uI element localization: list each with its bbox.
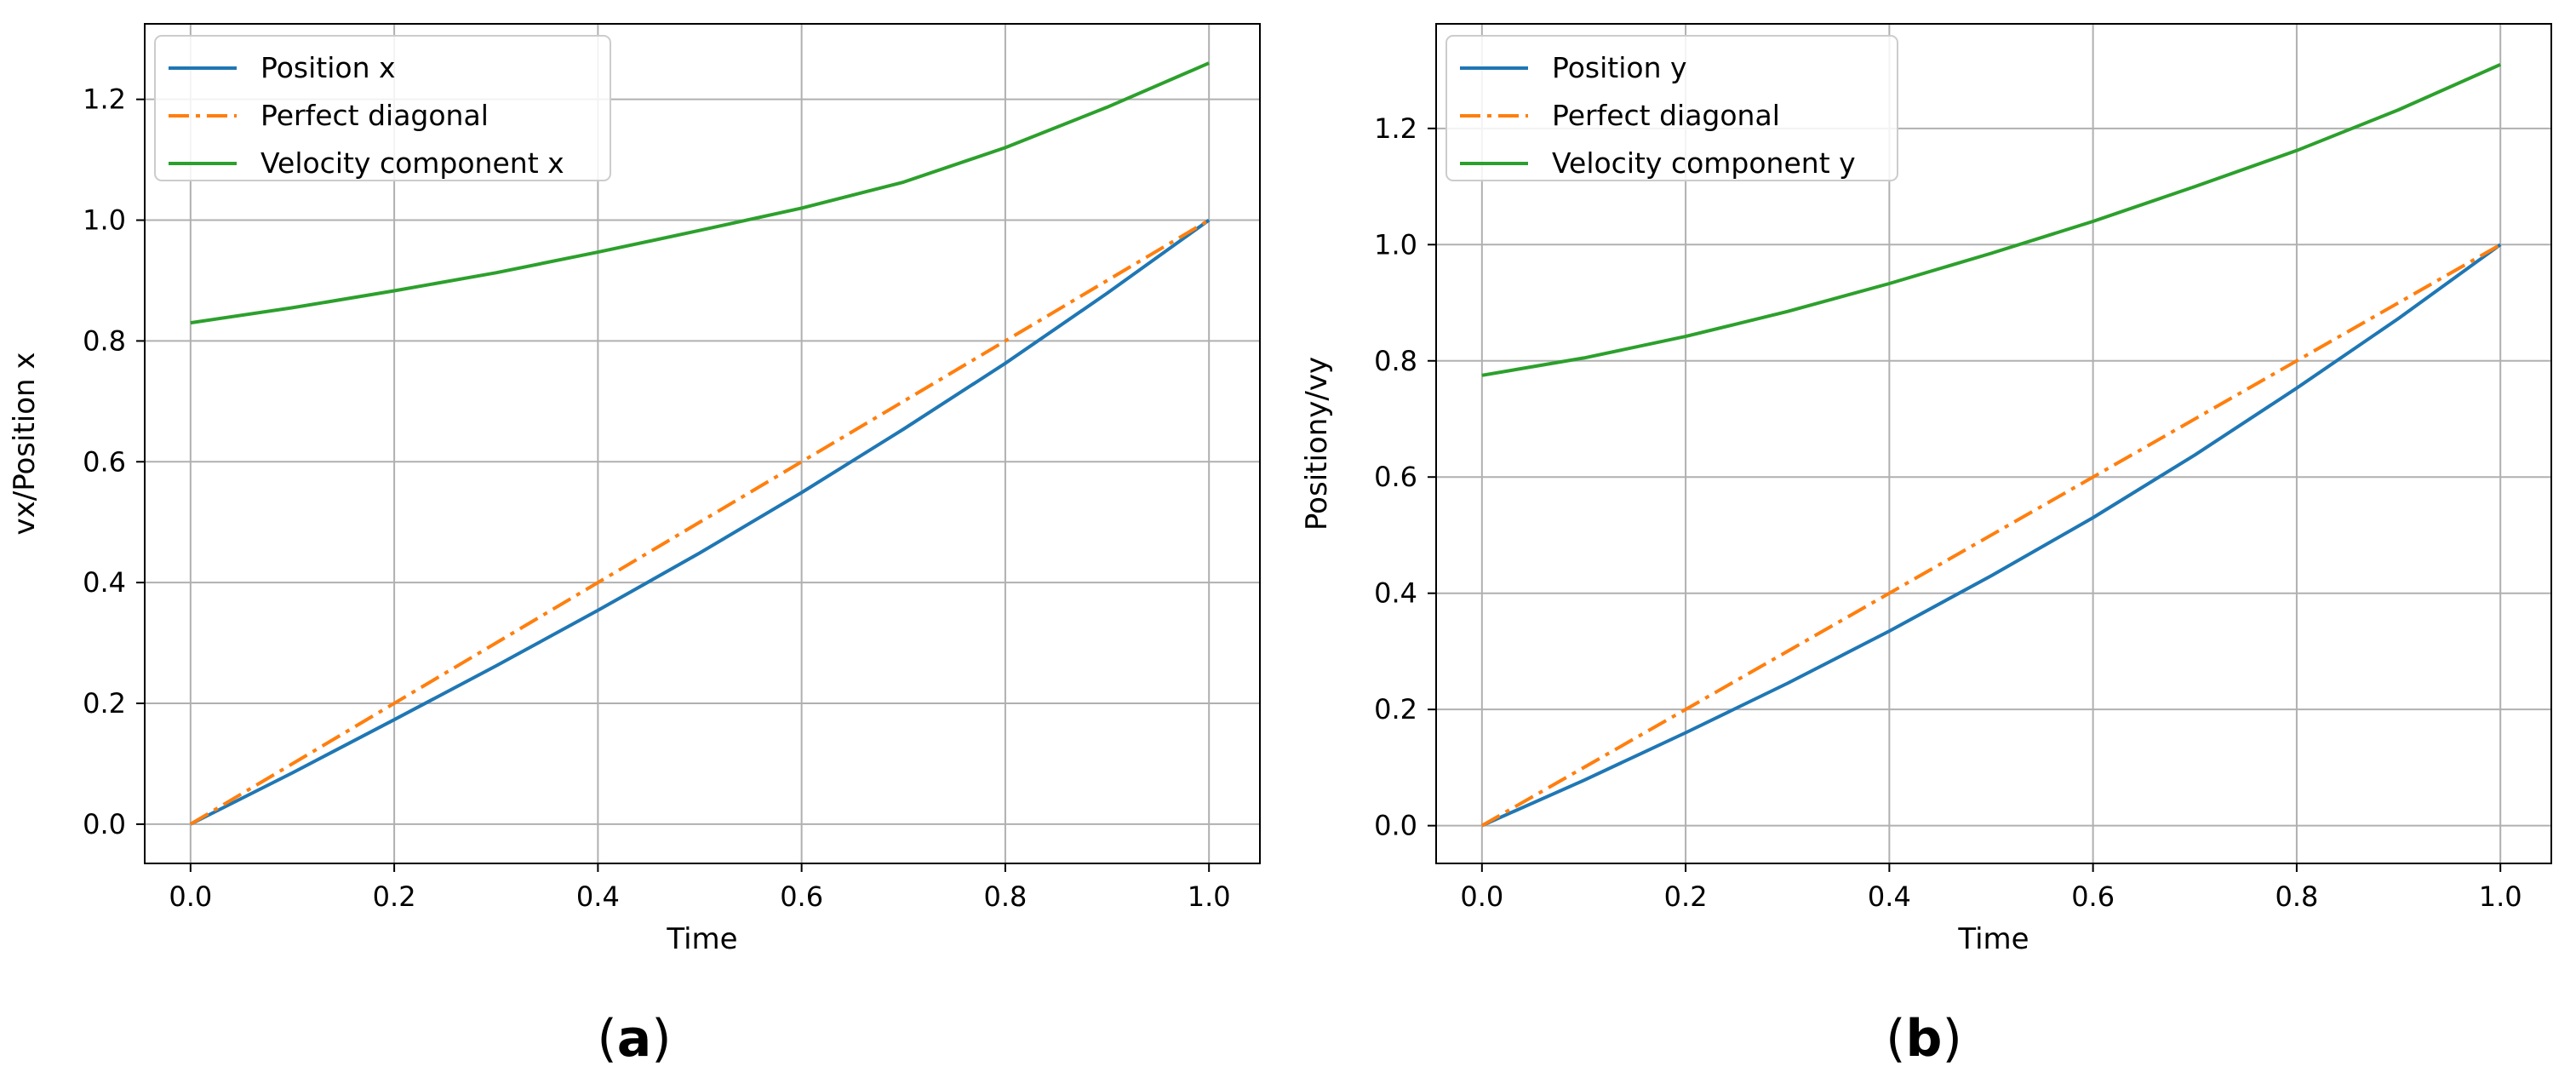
series-line-perfect-diagonal [1480, 243, 2502, 828]
legend-label: Velocity component x [260, 146, 564, 180]
x-tick-label: 0.6 [780, 880, 823, 913]
chart-panel-a: 0.0 0.2 0.4 0.6 0.8 1.0 0.0 0.2 0.4 0.6 0.8 1.0 1.2 T… [8, 23, 1261, 1069]
y-tick-label: 0.2 [1374, 693, 1417, 725]
caption-paren-close: ) [1942, 1009, 1961, 1069]
legend-box [154, 35, 611, 181]
y-tick-label: 0.4 [83, 566, 126, 599]
legend-label: Position y [1552, 51, 1687, 84]
legend-label: Position x [260, 51, 396, 84]
series-line-perfect-diagonal [189, 218, 1211, 826]
legend-label: Velocity component y [1552, 146, 1856, 180]
x-tick-label: 0.2 [1664, 880, 1708, 913]
x-tick-label: 0.6 [2071, 880, 2115, 913]
legend-box [1445, 35, 1898, 181]
y-axis-label: Positiony/vy [1300, 357, 1334, 530]
x-axis-label: Time [666, 922, 737, 956]
y-tick-label: 1.0 [1374, 228, 1417, 261]
series-line-position-x [189, 218, 1211, 826]
chart-panel-b: 0.0 0.2 0.4 0.6 0.8 1.0 0.0 0.2 0.4 0.6 0.8 1.0 1.2 T… [1300, 23, 2552, 1069]
caption-paren-close: ) [651, 1009, 671, 1069]
x-tick-label: 0.4 [576, 880, 620, 913]
y-axis-label: vx/Position x [8, 352, 42, 535]
x-tick-label: 0.8 [2275, 880, 2318, 913]
panel-caption: (b) [1886, 1009, 1962, 1069]
x-tick-label: 0.0 [1460, 880, 1503, 913]
y-tick-label: 0.8 [1374, 345, 1417, 377]
y-tick-label: 1.2 [83, 83, 126, 116]
x-tick-label: 1.0 [1188, 880, 1231, 913]
x-tick-label: 0.4 [1868, 880, 1911, 913]
x-tick-label: 0.0 [169, 880, 212, 913]
y-tick-label: 0.2 [83, 687, 126, 720]
caption-paren-open: ( [1886, 1009, 1905, 1069]
caption-letter: a [617, 1009, 652, 1069]
series-line-position-y [1480, 243, 2502, 828]
x-tick-label: 0.8 [983, 880, 1027, 913]
caption-letter: b [1906, 1009, 1943, 1069]
x-tick-label: 1.0 [2479, 880, 2522, 913]
y-tick-label: 0.6 [1374, 461, 1417, 493]
y-tick-label: 1.2 [1374, 112, 1417, 145]
axes-frame [1435, 23, 2552, 864]
y-tick-label: 0.4 [1374, 577, 1417, 610]
y-tick-label: 0.0 [83, 808, 126, 840]
y-tick-label: 0.8 [83, 324, 126, 357]
legend: Position y Perfect diagonal Velocity compo… [1445, 35, 1898, 181]
legend: Position x Perfect diagonal Velocity compo… [154, 35, 611, 181]
y-tick-label: 0.0 [1374, 810, 1417, 842]
legend-label: Perfect diagonal [1552, 99, 1780, 132]
y-tick-label: 1.0 [83, 204, 126, 237]
series-line-velocity-component-y [1481, 62, 2502, 377]
axes-frame [144, 23, 1261, 864]
series-line-velocity-component-x [190, 61, 1210, 325]
x-axis-label: Time [1957, 922, 2029, 956]
caption-paren-open: ( [597, 1009, 616, 1069]
y-tick-label: 0.6 [83, 445, 126, 478]
panel-caption: (a) [597, 1009, 671, 1069]
x-tick-label: 0.2 [373, 880, 416, 913]
legend-label: Perfect diagonal [260, 99, 489, 132]
